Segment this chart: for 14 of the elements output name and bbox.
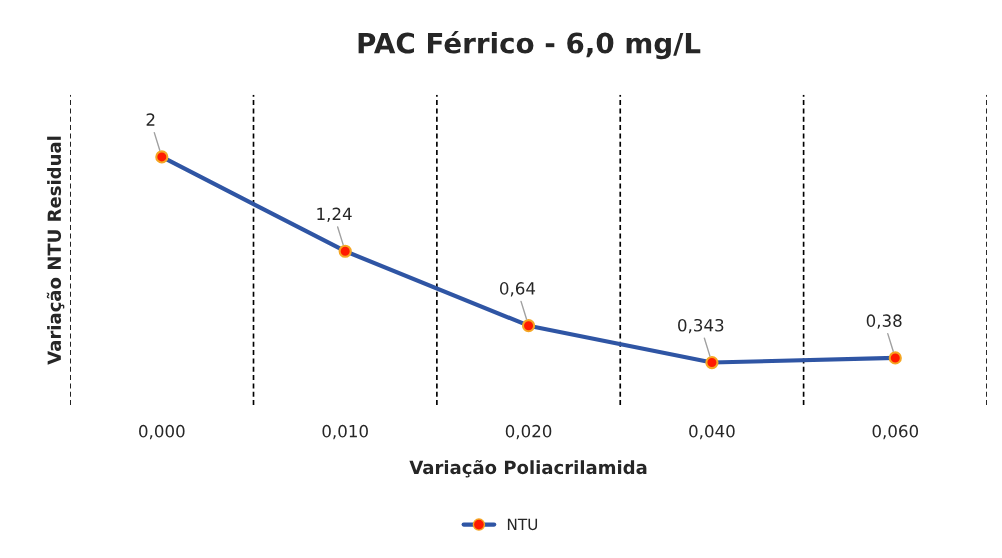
x-tick-label: 0,040 (689, 424, 735, 440)
data-label: 2 (146, 113, 155, 126)
data-label: 0,343 (678, 318, 724, 334)
data-label: 0,38 (866, 314, 902, 329)
chart-title: PAC Férrico - 6,0 mg/L (358, 30, 701, 60)
x-axis-title: Variação Poliacrilamida (409, 459, 647, 478)
legend-label: NTU (507, 518, 538, 531)
y-axis-title: Variação NTU Residual (46, 136, 65, 365)
data-label: 1,24 (317, 207, 352, 222)
x-tick-label: 0,020 (505, 424, 552, 440)
x-tick-label: 0,060 (872, 424, 919, 440)
x-tick-label: 0,000 (139, 424, 185, 440)
x-tick-label: 0,010 (322, 424, 368, 440)
data-label: 0,64 (499, 282, 536, 297)
